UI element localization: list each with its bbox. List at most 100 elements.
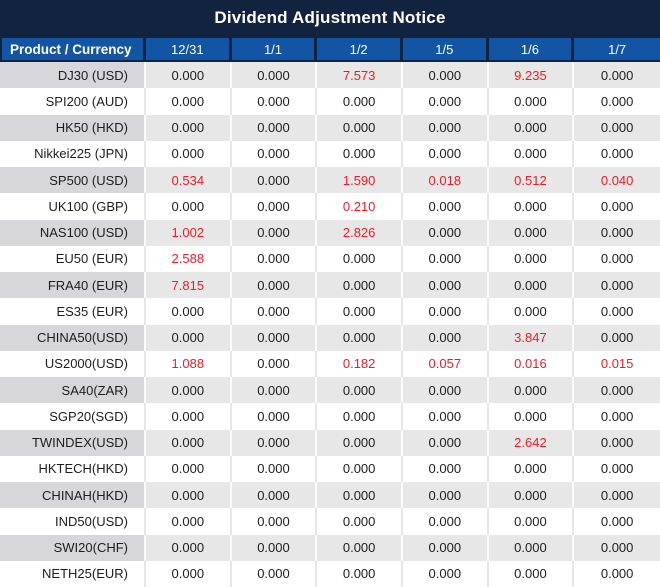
- table-row: HK50 (HKD) 0.000 0.000 0.000 0.000 0.000 0.000: [0, 114, 660, 141]
- product-cell: SA40(ZAR): [0, 377, 146, 404]
- product-cell: TWINDEX(USD): [0, 429, 146, 456]
- table-row: Nikkei225 (JPN) 0.000 0.000 0.000 0.000 0.000…: [0, 140, 660, 167]
- value-cell: 0.000: [146, 62, 232, 89]
- table-header-row: Product / Currency 12/31 1/1 1/2 1/5 1/6 1/7: [0, 36, 660, 62]
- value-cell: 0.000: [317, 560, 403, 587]
- column-header-product-currency: Product / Currency: [0, 36, 146, 62]
- value-cell: 0.000: [231, 429, 318, 456]
- value-cell: 0.000: [574, 193, 660, 220]
- value-cell: 0.000: [488, 114, 575, 141]
- value-cell: 0.000: [231, 455, 318, 482]
- value-cell: 0.000: [574, 140, 660, 167]
- value-cell: 0.000: [317, 482, 403, 509]
- product-cell: EU50 (EUR): [0, 245, 146, 272]
- value-cell: 0.000: [146, 455, 232, 482]
- value-cell: 0.000: [231, 62, 318, 89]
- value-cell: 0.000: [231, 88, 318, 115]
- value-cell: 0.000: [317, 88, 403, 115]
- value-cell: 0.512: [488, 167, 575, 194]
- value-cell: 0.000: [317, 140, 403, 167]
- value-cell: 0.000: [231, 560, 318, 587]
- table-row: NAS100 (USD) 1.002 0.000 2.826 0.000 0.000 0.0…: [0, 219, 660, 246]
- value-cell: 0.000: [488, 219, 575, 246]
- value-cell: 0.000: [574, 534, 660, 561]
- value-cell: 0.000: [317, 298, 403, 325]
- product-cell: ES35 (EUR): [0, 298, 146, 325]
- value-cell: 0.000: [488, 140, 575, 167]
- value-cell: 0.534: [146, 167, 232, 194]
- value-cell: 0.000: [231, 377, 318, 404]
- product-cell: FRA40 (EUR): [0, 272, 146, 299]
- table-row: NETH25(EUR) 0.000 0.000 0.000 0.000 0.000 0.00…: [0, 560, 660, 587]
- value-cell: 0.000: [146, 534, 232, 561]
- product-cell: NAS100 (USD): [0, 219, 146, 246]
- column-header-date: 1/5: [402, 36, 489, 62]
- value-cell: 0.000: [231, 193, 318, 220]
- value-cell: 0.040: [574, 167, 660, 194]
- value-cell: 0.000: [488, 272, 575, 299]
- value-cell: 0.000: [402, 508, 489, 535]
- value-cell: 0.000: [146, 114, 232, 141]
- value-cell: 0.000: [402, 455, 489, 482]
- product-cell: DJ30 (USD): [0, 62, 146, 89]
- value-cell: 0.000: [488, 88, 575, 115]
- product-cell: IND50(USD): [0, 508, 146, 535]
- value-cell: 7.815: [146, 272, 232, 299]
- value-cell: 1.002: [146, 219, 232, 246]
- table-row: SGP20(SGD) 0.000 0.000 0.000 0.000 0.000 0.000: [0, 403, 660, 430]
- value-cell: 0.057: [402, 350, 489, 377]
- product-cell: US2000(USD): [0, 350, 146, 377]
- product-cell: UK100 (GBP): [0, 193, 146, 220]
- value-cell: 0.000: [574, 272, 660, 299]
- value-cell: 0.000: [146, 377, 232, 404]
- value-cell: 0.000: [146, 140, 232, 167]
- value-cell: 0.000: [402, 377, 489, 404]
- value-cell: 0.000: [402, 245, 489, 272]
- value-cell: 0.000: [317, 429, 403, 456]
- value-cell: 0.000: [317, 508, 403, 535]
- value-cell: 2.588: [146, 245, 232, 272]
- page-title: Dividend Adjustment Notice: [0, 0, 660, 36]
- value-cell: 0.000: [574, 508, 660, 535]
- table-row: IND50(USD) 0.000 0.000 0.000 0.000 0.000 0.000: [0, 508, 660, 535]
- column-header-date: 1/1: [231, 36, 318, 62]
- value-cell: 0.000: [574, 403, 660, 430]
- value-cell: 0.000: [574, 62, 660, 89]
- value-cell: 0.000: [231, 245, 318, 272]
- value-cell: 1.088: [146, 350, 232, 377]
- value-cell: 0.000: [317, 403, 403, 430]
- value-cell: 0.000: [231, 482, 318, 509]
- value-cell: 1.590: [317, 167, 403, 194]
- value-cell: 0.000: [231, 167, 318, 194]
- value-cell: 0.000: [574, 429, 660, 456]
- value-cell: 0.018: [402, 167, 489, 194]
- value-cell: 0.000: [402, 62, 489, 89]
- value-cell: 0.000: [574, 298, 660, 325]
- value-cell: 2.642: [488, 429, 575, 456]
- table-row: SWI20(CHF) 0.000 0.000 0.000 0.000 0.000 0.000: [0, 534, 660, 561]
- value-cell: 0.000: [402, 114, 489, 141]
- value-cell: 0.000: [402, 403, 489, 430]
- value-cell: 0.000: [402, 324, 489, 351]
- value-cell: 0.000: [231, 272, 318, 299]
- value-cell: 0.000: [231, 508, 318, 535]
- value-cell: 0.000: [231, 324, 318, 351]
- value-cell: 0.000: [402, 219, 489, 246]
- product-cell: CHINAH(HKD): [0, 482, 146, 509]
- column-header-date: 1/7: [574, 36, 660, 62]
- table-body: DJ30 (USD) 0.000 0.000 7.573 0.000 9.235 0.000…: [0, 62, 660, 587]
- value-cell: 0.000: [146, 324, 232, 351]
- dividend-table: Product / Currency 12/31 1/1 1/2 1/5 1/6 1/7 …: [0, 36, 660, 587]
- value-cell: 0.000: [231, 298, 318, 325]
- table-row: SPI200 (AUD) 0.000 0.000 0.000 0.000 0.000 0.0…: [0, 88, 660, 115]
- value-cell: 0.000: [317, 245, 403, 272]
- value-cell: 3.847: [488, 324, 575, 351]
- table-row: HKTECH(HKD) 0.000 0.000 0.000 0.000 0.000 0.00…: [0, 455, 660, 482]
- value-cell: 0.000: [488, 403, 575, 430]
- value-cell: 0.000: [574, 482, 660, 509]
- value-cell: 0.000: [402, 298, 489, 325]
- table-row: EU50 (EUR) 2.588 0.000 0.000 0.000 0.000 0.000: [0, 245, 660, 272]
- value-cell: 0.000: [574, 455, 660, 482]
- value-cell: 0.000: [317, 272, 403, 299]
- value-cell: 0.000: [574, 377, 660, 404]
